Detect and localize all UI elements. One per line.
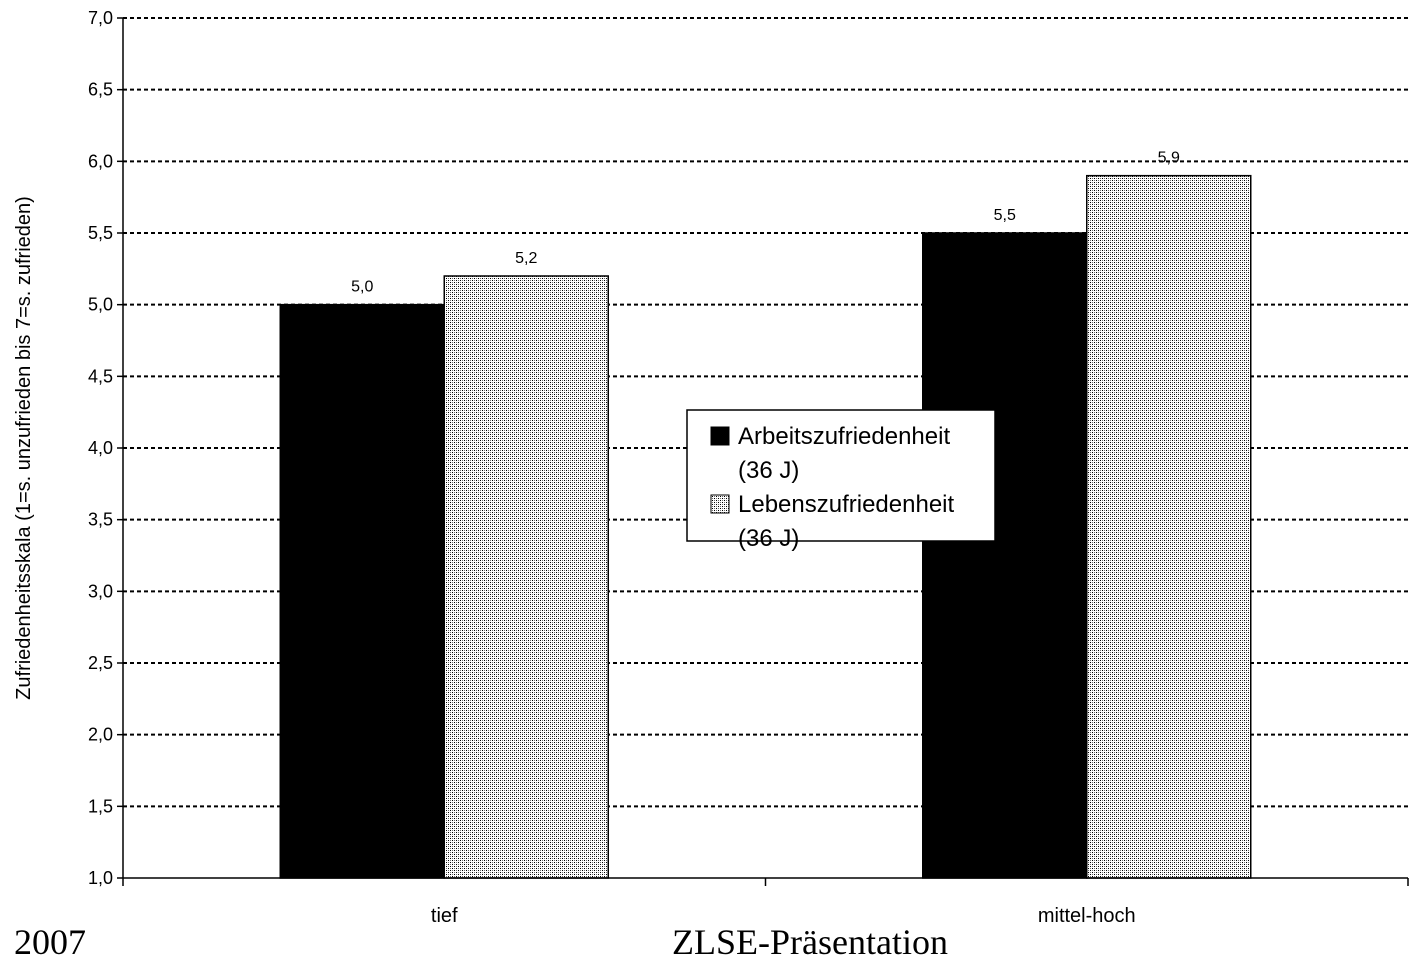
- y-tick-label: 4,0: [88, 438, 113, 458]
- y-tick-label: 6,0: [88, 151, 113, 171]
- y-tick-label: 4,5: [88, 366, 113, 386]
- y-tick-label: 5,0: [88, 295, 113, 315]
- footer-presentation-title: ZLSE-Präsentation: [672, 922, 948, 962]
- legend-swatch: [710, 426, 730, 446]
- y-tick-label: 3,0: [88, 581, 113, 601]
- legend-label: (36 J): [738, 457, 799, 484]
- data-label: 5,0: [351, 279, 373, 296]
- y-tick-label: 6,5: [88, 80, 113, 100]
- legend-swatch: [710, 494, 730, 514]
- y-tick-label: 2,5: [88, 653, 113, 673]
- y-tick-label: 5,5: [88, 223, 113, 243]
- x-tick-label: mittel-hoch: [1038, 905, 1136, 927]
- y-tick-label: 2,0: [88, 725, 113, 745]
- bar-lebenszufriedenheit-1: [1086, 174, 1252, 879]
- bar-arbeitszufriedenheit-1: [922, 232, 1088, 879]
- y-tick-label: 1,5: [88, 796, 113, 816]
- x-tick-label: tief: [431, 905, 458, 927]
- data-label: 5,2: [515, 250, 537, 267]
- legend: Arbeitszufriedenheit (36 J) Lebenszufriede…: [686, 409, 996, 552]
- data-label: 5,9: [1158, 150, 1180, 167]
- y-tick-label: 3,5: [88, 510, 113, 530]
- labels: 1,0 1,5 2,0 2,5 3,0 3,5 4,0 4,5 5,0 5,5 6,0 6,5 7,0 5…: [88, 8, 1180, 927]
- bar-lebenszufriedenheit-0: [443, 275, 609, 879]
- data-label: 5,5: [994, 207, 1016, 224]
- y-axis-label: Zufriedenheitsskala (1=s. unzufrieden bi…: [13, 196, 35, 700]
- legend-box: [686, 409, 996, 542]
- legend-label: Lebenszufriedenheit: [738, 491, 954, 518]
- axes: [117, 17, 1409, 886]
- bar-arbeitszufriedenheit-0: [279, 303, 445, 879]
- legend-label: Arbeitszufriedenheit: [738, 423, 950, 450]
- footer-year: 2007: [14, 922, 86, 962]
- y-tick-label: 1,0: [88, 868, 113, 888]
- bars: [279, 174, 1252, 879]
- legend-label: (36 J): [738, 525, 799, 552]
- y-tick-label: 7,0: [88, 8, 113, 28]
